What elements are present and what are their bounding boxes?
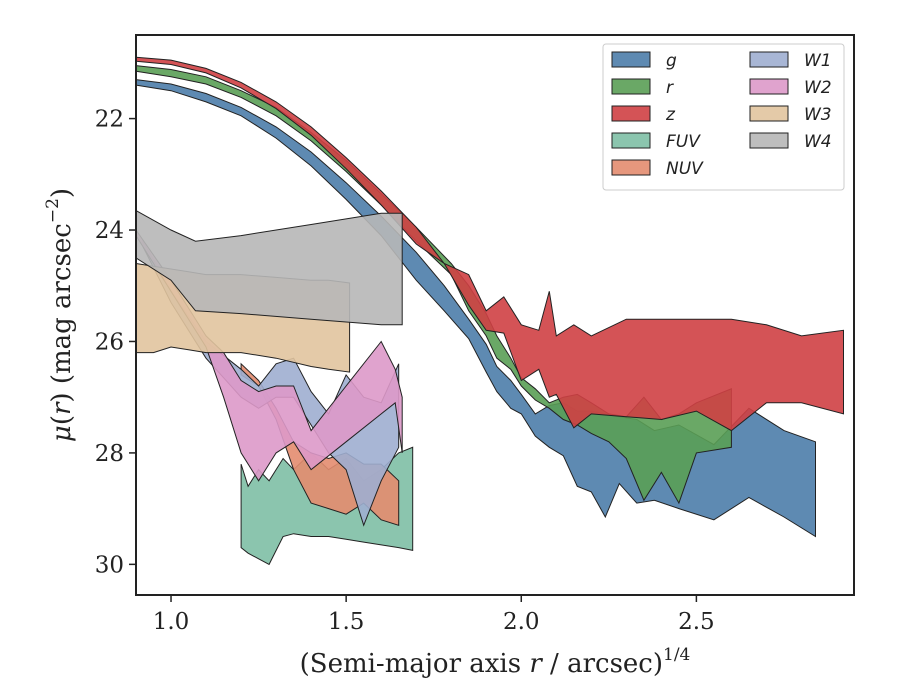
- legend-label-w2: W2: [804, 78, 832, 98]
- series-band-g: [136, 79, 816, 538]
- legend-label-z: z: [665, 105, 676, 125]
- legend-swatch-w1: [749, 51, 789, 68]
- legend-label-nuv: NUV: [666, 159, 704, 179]
- y-tick-label: 28: [95, 441, 124, 467]
- legend-label-w3: W3: [804, 105, 832, 125]
- legend-label-g: g: [666, 51, 677, 71]
- legend-label-r: r: [666, 78, 674, 98]
- legend: grz FUV NUV W1 W2 W3 W4: [602, 43, 845, 191]
- x-tick-label: 2.0: [503, 609, 540, 635]
- legend-swatch-z: [611, 105, 651, 122]
- tick-layer: 1.0 1.5 2.0 2.5 22 24 26 28 30: [95, 107, 715, 635]
- legend-swatch-g: [611, 51, 651, 68]
- legend-label-w1: W1: [804, 51, 832, 71]
- legend-swatch-w3: [749, 105, 789, 122]
- legend-swatch-fuv: [611, 132, 651, 149]
- series-band-w2: [136, 229, 403, 482]
- plot-frame: [135, 34, 855, 596]
- x-tick-label: 1.0: [153, 609, 190, 635]
- y-tick-label: 26: [95, 329, 124, 355]
- y-tick-label: 24: [95, 218, 124, 244]
- x-axis-label: (Semi-major axis r / arcsec)1/4: [300, 645, 691, 679]
- legend-swatch-w2: [749, 78, 789, 95]
- y-tick-label: 22: [95, 107, 124, 133]
- series-layer: [136, 56, 844, 566]
- series-band-z: [136, 56, 844, 432]
- series-band-w4: [136, 209, 403, 326]
- legend-label-w4: W4: [804, 132, 832, 152]
- y-tick-label: 30: [95, 552, 124, 578]
- x-tick-label: 2.5: [678, 609, 715, 635]
- legend-swatch-r: [611, 78, 651, 95]
- x-tick-label: 1.5: [328, 609, 365, 635]
- legend-swatch-nuv: [611, 159, 651, 176]
- y-axis-label: μ(r) (mag arcsec−2): [43, 188, 77, 442]
- legend-label-fuv: FUV: [666, 132, 701, 152]
- legend-swatch-w4: [749, 132, 789, 149]
